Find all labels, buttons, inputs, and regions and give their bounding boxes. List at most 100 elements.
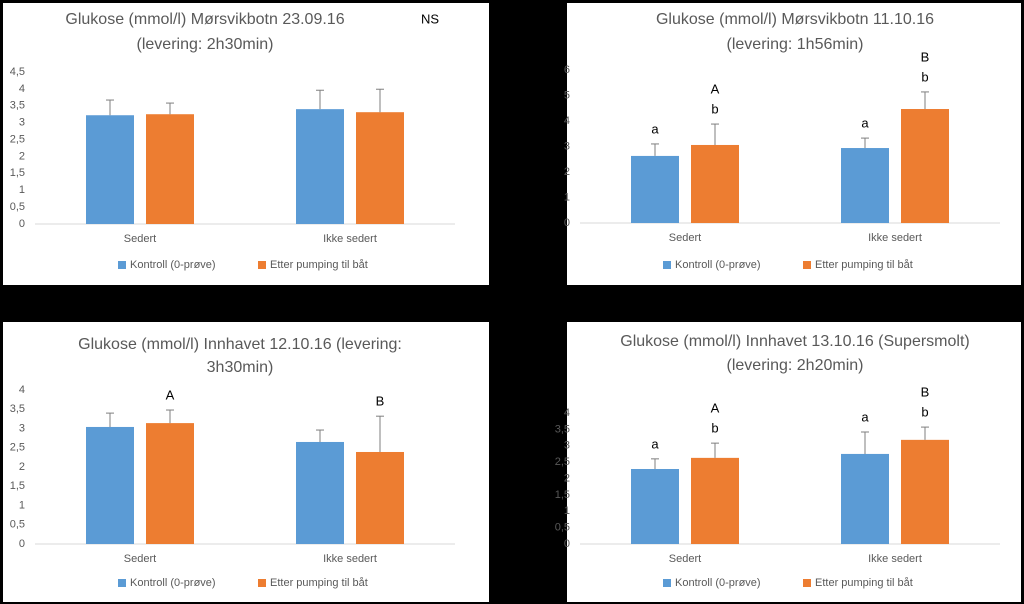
y-tick-label: 2 (19, 150, 25, 162)
legend-swatch (663, 579, 671, 587)
bar (901, 439, 949, 544)
y-tick-label: 1,5 (10, 480, 25, 492)
bar (296, 441, 344, 544)
y-tick-label: 0,5 (555, 522, 570, 534)
legend-label: Kontroll (0-prøve) (130, 259, 216, 271)
y-tick-label: 0 (564, 538, 570, 550)
y-tick-label: 4 (19, 384, 25, 396)
bar-annotation: B (921, 385, 930, 400)
bar (691, 144, 739, 223)
bar (86, 115, 134, 224)
y-tick-label: 3,5 (555, 423, 570, 435)
y-tick-label: 1 (19, 184, 25, 196)
panel (3, 322, 489, 602)
y-tick-label: 3,5 (10, 100, 25, 112)
legend-swatch (803, 261, 811, 269)
bar-annotation: a (651, 121, 659, 136)
x-tick-label: Ikke sedert (323, 553, 377, 565)
y-tick-label: 1,5 (555, 489, 570, 501)
y-tick-label: 4 (564, 115, 570, 127)
legend-label: Kontroll (0-prøve) (675, 577, 761, 589)
chart-title: (levering: 2h30min) (137, 36, 274, 53)
bar (901, 109, 949, 223)
y-tick-label: 0,5 (10, 519, 25, 531)
legend-label: Etter pumping til båt (815, 259, 913, 271)
bar (691, 457, 739, 544)
legend-swatch (663, 261, 671, 269)
y-tick-label: 0,5 (10, 201, 25, 213)
legend-label: Kontroll (0-prøve) (675, 259, 761, 271)
x-tick-label: Sedert (669, 553, 701, 565)
legend-swatch (258, 579, 266, 587)
chart-title: (levering: 2h20min) (727, 357, 864, 374)
y-tick-label: 2,5 (10, 442, 25, 454)
bar-annotation: b (711, 101, 718, 116)
x-tick-label: Ikke sedert (323, 233, 377, 245)
annotation: NS (421, 11, 439, 26)
bar-annotation: a (651, 436, 659, 451)
y-tick-label: 3 (564, 140, 570, 152)
y-tick-label: 0 (564, 217, 570, 229)
y-tick-label: 0 (19, 538, 25, 550)
legend-swatch (118, 261, 126, 269)
legend-label: Etter pumping til båt (270, 259, 368, 271)
y-tick-label: 3 (564, 440, 570, 452)
bar-annotation: a (861, 116, 869, 131)
legend-label: Etter pumping til båt (270, 577, 368, 589)
bar (631, 469, 679, 544)
bar-annotation: b (921, 69, 928, 84)
y-tick-label: 1,5 (10, 167, 25, 179)
bar (296, 109, 344, 224)
legend-label: Etter pumping til båt (815, 577, 913, 589)
y-tick-label: 6 (564, 64, 570, 76)
legend-swatch (803, 579, 811, 587)
bar (146, 423, 194, 544)
x-tick-label: Sedert (669, 232, 701, 244)
bar-annotation: b (921, 405, 928, 420)
legend-label: Kontroll (0-prøve) (130, 577, 216, 589)
chart-title: Glukose (mmol/l) Mørsvikbotn 11.10.16 (656, 11, 934, 28)
panel (3, 3, 489, 285)
chart-title: Glukose (mmol/l) Innhavet 12.10.16 (leve… (78, 336, 402, 353)
y-tick-label: 4 (564, 407, 570, 419)
legend-swatch (118, 579, 126, 587)
bar-annotation: a (861, 409, 869, 424)
y-tick-label: 2,5 (555, 456, 570, 468)
bar (356, 112, 404, 224)
chart-title: Glukose (mmol/l) Mørsvikbotn 23.09.16 (65, 11, 344, 28)
bar (86, 426, 134, 544)
y-tick-label: 2,5 (10, 133, 25, 145)
bar-annotation: A (711, 81, 720, 96)
bar (841, 453, 889, 544)
chart-title: Glukose (mmol/l) Innhavet 13.10.16 (Supe… (620, 333, 969, 350)
y-tick-label: 5 (564, 89, 570, 101)
y-tick-label: 3 (19, 117, 25, 129)
y-tick-label: 3 (19, 422, 25, 434)
y-tick-label: 4,5 (10, 66, 25, 78)
chart-title: 3h30min) (207, 359, 274, 376)
y-tick-label: 2 (19, 461, 25, 473)
bar (146, 114, 194, 224)
legend-swatch (258, 261, 266, 269)
y-tick-label: 1 (19, 499, 25, 511)
x-tick-label: Sedert (124, 233, 156, 245)
bar (631, 155, 679, 223)
y-tick-label: 4 (19, 83, 25, 95)
bar (356, 451, 404, 544)
bar-annotation: A (166, 387, 175, 402)
bar-annotation: B (921, 49, 930, 64)
bar-annotation: A (711, 401, 720, 416)
y-tick-label: 3,5 (10, 403, 25, 415)
y-tick-label: 1 (564, 505, 570, 517)
bar-annotation: b (711, 421, 718, 436)
y-tick-label: 2 (564, 166, 570, 178)
y-tick-label: 1 (564, 191, 570, 203)
chart-title: (levering: 1h56min) (727, 36, 864, 53)
x-tick-label: Ikke sedert (868, 553, 922, 565)
bar (841, 148, 889, 223)
y-tick-label: 2 (564, 472, 570, 484)
x-tick-label: Sedert (124, 553, 156, 565)
bar-annotation: B (376, 394, 385, 409)
x-tick-label: Ikke sedert (868, 232, 922, 244)
